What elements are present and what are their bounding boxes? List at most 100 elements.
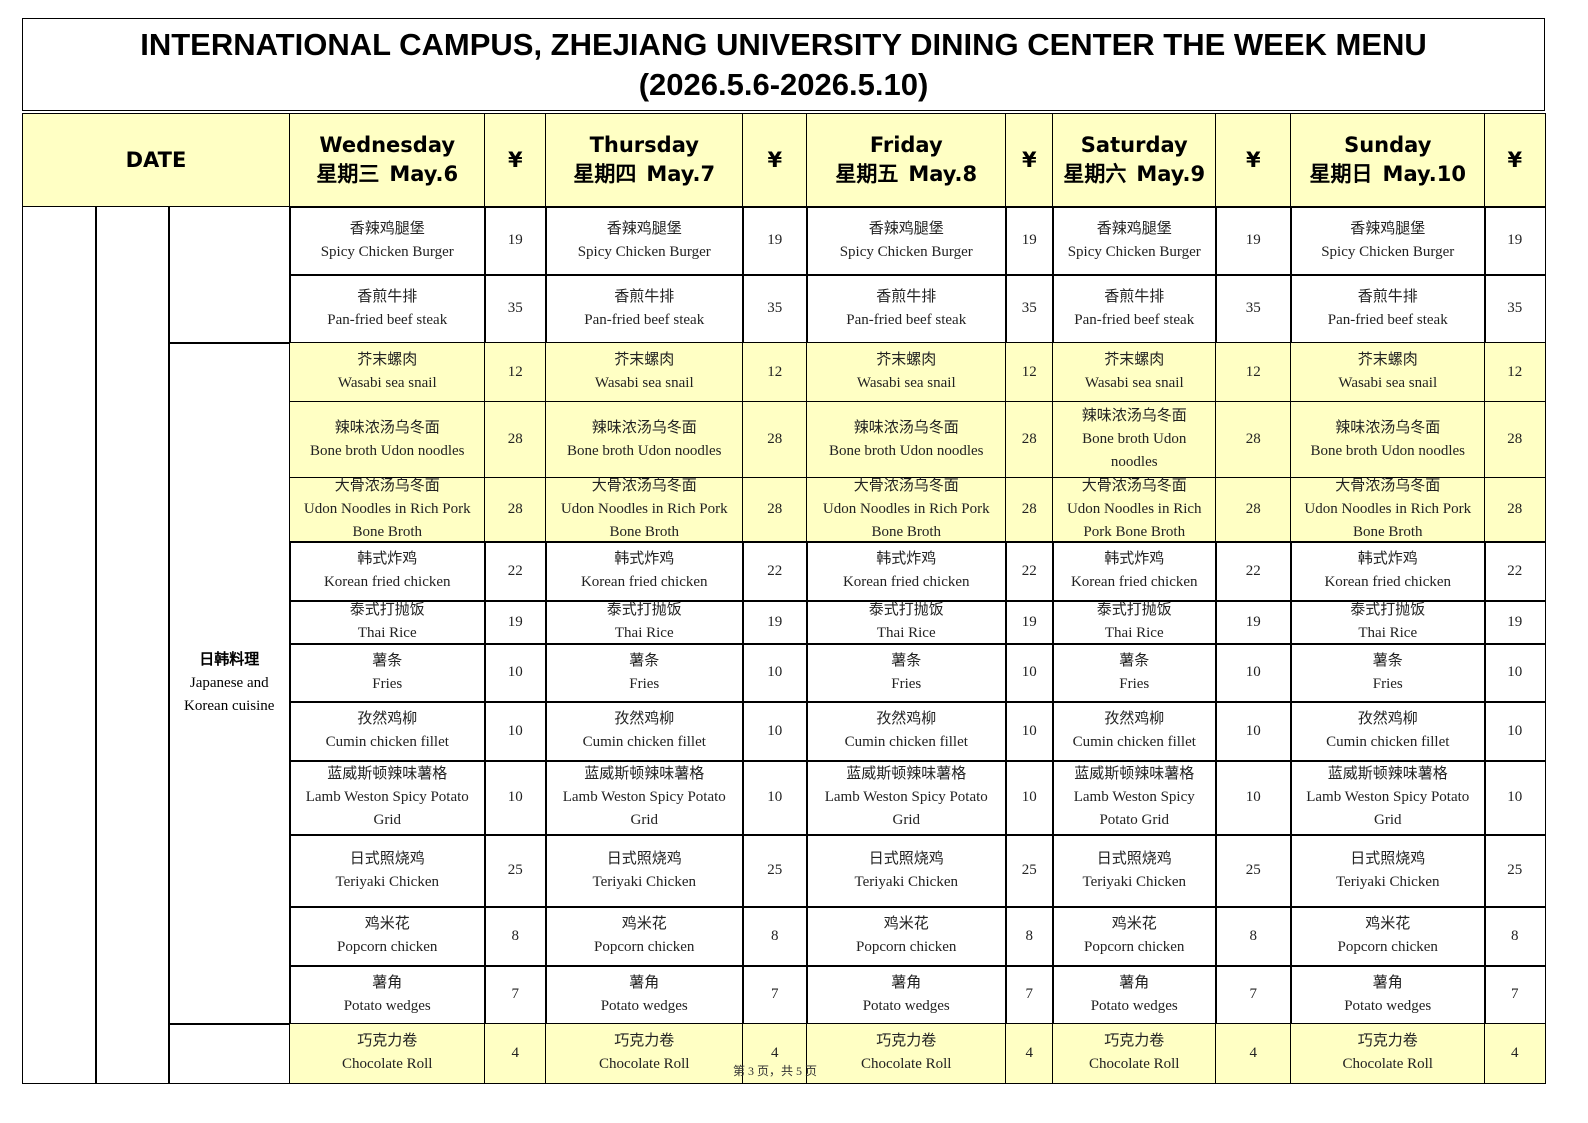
currency-header: ¥ — [742, 113, 808, 208]
price: 28 — [1245, 501, 1261, 518]
dish-cell: 香辣鸡腿堡 Spicy Chicken Burger — [545, 206, 744, 276]
dish-en: Fries — [1372, 675, 1403, 692]
price: 19 — [507, 613, 523, 630]
dish-cell: 巧克力卷 Chocolate Roll — [545, 1023, 744, 1084]
price: 22 — [1021, 562, 1037, 579]
dish-cell: 芥末螺肉 Wasabi sea snail — [806, 342, 1007, 403]
price: 7 — [1511, 986, 1519, 1003]
price: 10 — [1507, 722, 1523, 739]
dish-en: Bone broth Udon noodles — [828, 442, 984, 459]
price: 8 — [1249, 927, 1258, 944]
dish-zh: 辣味浓汤乌冬面 — [1335, 419, 1441, 436]
dish-en: Lamb Weston Spicy Potato Grid — [1073, 789, 1195, 829]
dish-zh: 韩式炸鸡 — [1104, 551, 1165, 568]
day-zh: 星期三 — [316, 162, 380, 187]
dish-en: Chocolate Roll — [1089, 1056, 1180, 1073]
dish-zh: 薯条 — [1119, 652, 1150, 669]
price-cell: 8 — [1484, 906, 1546, 967]
price: 28 — [767, 501, 783, 518]
dish-cell: 蓝威斯顿辣味薯格 Lamb Weston Spicy Potato Grid — [289, 760, 486, 836]
price: 35 — [507, 300, 523, 317]
dish-zh: 蓝威斯顿辣味薯格 — [846, 766, 967, 783]
price: 28 — [1507, 431, 1523, 448]
dish-cell: 孜然鸡柳 Cumin chicken fillet — [1290, 701, 1486, 762]
dish-en: Wasabi sea snail — [856, 375, 956, 392]
dish-cell: 韩式炸鸡 Korean fried chicken — [289, 541, 486, 602]
price-cell: 10 — [484, 760, 547, 836]
price: 10 — [507, 722, 523, 739]
price-cell: 25 — [742, 834, 808, 908]
price: 12 — [1245, 363, 1261, 380]
dish-en: Udon Noodles in Rich Pork Bone Broth — [303, 501, 471, 541]
currency: ¥ — [1021, 147, 1037, 172]
day-line: 星期日 May.10 — [1310, 160, 1466, 189]
dish-zh: 日式照烧鸡 — [349, 850, 425, 867]
price-cell: 22 — [1484, 541, 1546, 602]
dish-cell: 泰式打抛饭 Thai Rice — [289, 600, 486, 645]
price: 4 — [1025, 1044, 1034, 1061]
dish-cell: 鸡米花 Popcorn chicken — [545, 906, 744, 967]
dish-cell: 韩式炸鸡 Korean fried chicken — [1052, 541, 1217, 602]
price-cell: 4 — [742, 1023, 808, 1084]
price-cell: 22 — [1005, 541, 1054, 602]
dish-zh: 辣味浓汤乌冬面 — [334, 419, 440, 436]
dish-cell: 辣味浓汤乌冬面 Bone broth Udon noodles — [1290, 401, 1486, 479]
price: 7 — [1025, 986, 1034, 1003]
price-cell: 19 — [484, 600, 547, 645]
dish-en: Korean fried chicken — [1324, 574, 1452, 591]
dish-zh: 日式照烧鸡 — [868, 850, 944, 867]
dish-en: Spicy Chicken Burger — [577, 243, 711, 260]
dish-en: Pan-fried beef steak — [1074, 311, 1195, 328]
price: 4 — [771, 1044, 779, 1061]
price-cell: 28 — [742, 477, 808, 543]
price-cell: 4 — [484, 1023, 547, 1084]
dish-zh: 薯条 — [629, 652, 660, 669]
dish-cell: 薯角 Potato wedges — [1290, 965, 1486, 1025]
price-cell: 10 — [1215, 643, 1292, 703]
dish-zh: 巧克力卷 — [876, 1033, 937, 1050]
price-cell: 35 — [1484, 274, 1546, 344]
price-cell: 12 — [1484, 342, 1546, 403]
category-empty — [168, 206, 291, 344]
dish-cell: 薯条 Fries — [545, 643, 744, 703]
dish-cell: 泰式打抛饭 Thai Rice — [806, 600, 1007, 645]
price-cell: 28 — [484, 401, 547, 479]
price-cell: 8 — [1005, 906, 1054, 967]
dish-zh: 香煎牛排 — [876, 288, 937, 305]
dish-zh: 巧克力卷 — [357, 1033, 418, 1050]
dish-cell: 薯条 Fries — [1052, 643, 1217, 703]
dish-zh: 孜然鸡柳 — [614, 711, 675, 728]
day-name: Friday — [869, 133, 943, 158]
price-cell: 10 — [1484, 760, 1546, 836]
day-name: Thursday — [589, 133, 699, 158]
price: 19 — [1021, 613, 1037, 630]
price: 10 — [507, 789, 523, 806]
price: 25 — [1245, 862, 1261, 879]
dish-zh: 鸡米花 — [883, 916, 929, 933]
day-line: 星期五 May.8 — [835, 160, 977, 189]
price: 8 — [1025, 927, 1034, 944]
price: 8 — [511, 927, 520, 944]
price: 25 — [1507, 862, 1523, 879]
price-cell: 25 — [1215, 834, 1292, 908]
dish-cell: 日式照烧鸡 Teriyaki Chicken — [1290, 834, 1486, 908]
dish-cell: 芥末螺肉 Wasabi sea snail — [545, 342, 744, 403]
price-cell: 7 — [1484, 965, 1546, 1025]
dish-en: Cumin chicken fillet — [582, 734, 706, 751]
day-zh: 星期日 — [1309, 162, 1373, 187]
dish-en: Pan-fried beef steak — [584, 311, 705, 328]
dish-cell: 薯角 Potato wedges — [545, 965, 744, 1025]
price-cell: 35 — [1005, 274, 1054, 344]
dish-zh: 日式照烧鸡 — [1350, 850, 1426, 867]
dish-zh: 大骨浓汤乌冬面 — [853, 478, 959, 495]
dish-en: Udon Noodles in Rich Pork Bone Broth — [822, 501, 990, 541]
price: 19 — [1021, 232, 1037, 249]
price: 19 — [1245, 613, 1261, 630]
dish-en: Potato wedges — [600, 997, 688, 1014]
dish-zh: 芥末螺肉 — [357, 352, 418, 369]
price: 35 — [767, 300, 783, 317]
dish-en: Thai Rice — [1104, 625, 1164, 642]
price: 22 — [1507, 562, 1523, 579]
dish-zh: 薯角 — [372, 974, 403, 991]
dish-zh: 薯角 — [1372, 974, 1403, 991]
